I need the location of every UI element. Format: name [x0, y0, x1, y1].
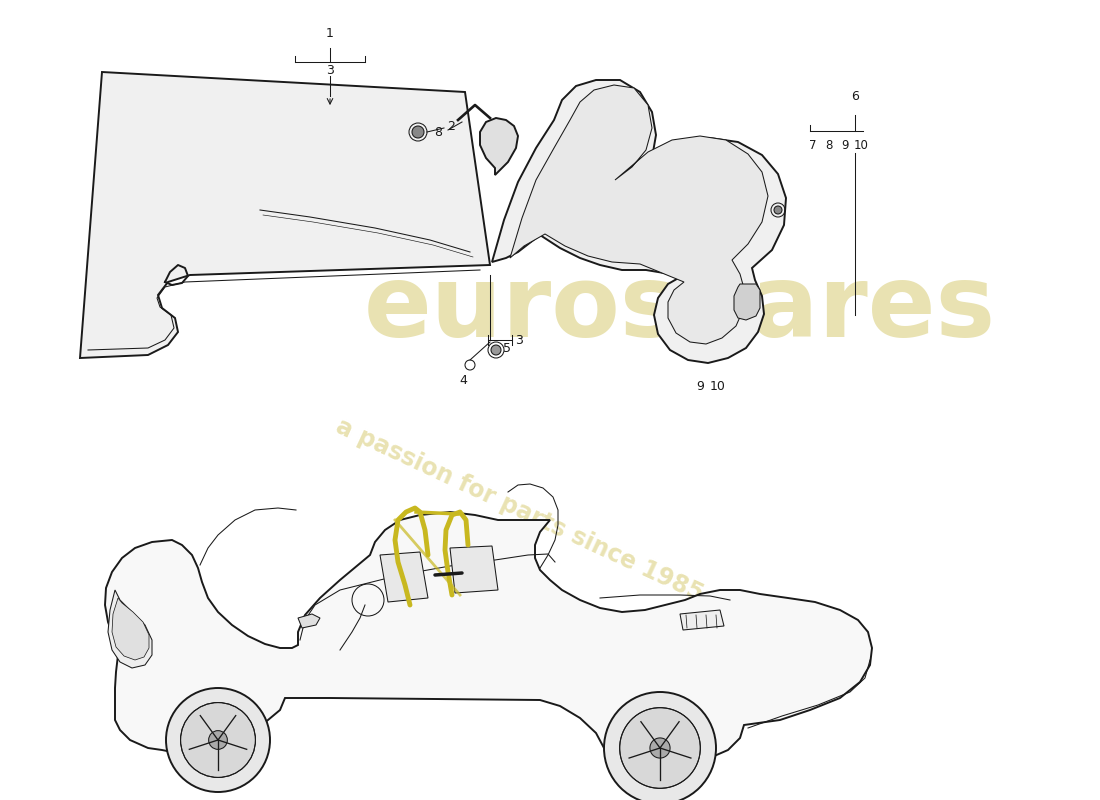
Polygon shape	[480, 118, 518, 175]
Circle shape	[619, 708, 701, 788]
Polygon shape	[104, 512, 872, 764]
Polygon shape	[80, 72, 490, 358]
Polygon shape	[680, 610, 724, 630]
Circle shape	[180, 702, 255, 778]
Text: 10: 10	[854, 139, 868, 152]
Circle shape	[209, 730, 228, 750]
Polygon shape	[450, 546, 498, 593]
Polygon shape	[108, 590, 152, 668]
Text: 3: 3	[326, 64, 334, 77]
Text: 3: 3	[515, 334, 522, 346]
Circle shape	[166, 688, 270, 792]
Circle shape	[604, 692, 716, 800]
Text: 9: 9	[842, 139, 849, 152]
Polygon shape	[510, 85, 768, 344]
Text: 10: 10	[711, 380, 726, 393]
Circle shape	[412, 126, 424, 138]
Polygon shape	[379, 552, 428, 602]
Polygon shape	[734, 284, 760, 320]
Text: 9: 9	[696, 380, 704, 393]
Text: 5: 5	[503, 342, 512, 354]
Text: 8: 8	[434, 126, 442, 139]
Polygon shape	[298, 614, 320, 628]
Circle shape	[774, 206, 782, 214]
Text: a passion for parts since 1985: a passion for parts since 1985	[332, 414, 707, 606]
Polygon shape	[112, 598, 148, 660]
Text: 2: 2	[447, 119, 455, 133]
Text: 8: 8	[825, 139, 833, 152]
Text: eurospares: eurospares	[364, 262, 997, 358]
Text: 4: 4	[459, 374, 466, 387]
Circle shape	[491, 345, 501, 355]
Polygon shape	[492, 80, 786, 363]
Text: 7: 7	[810, 139, 816, 152]
Circle shape	[650, 738, 670, 758]
Text: 6: 6	[851, 90, 859, 103]
Text: 1: 1	[326, 27, 334, 40]
